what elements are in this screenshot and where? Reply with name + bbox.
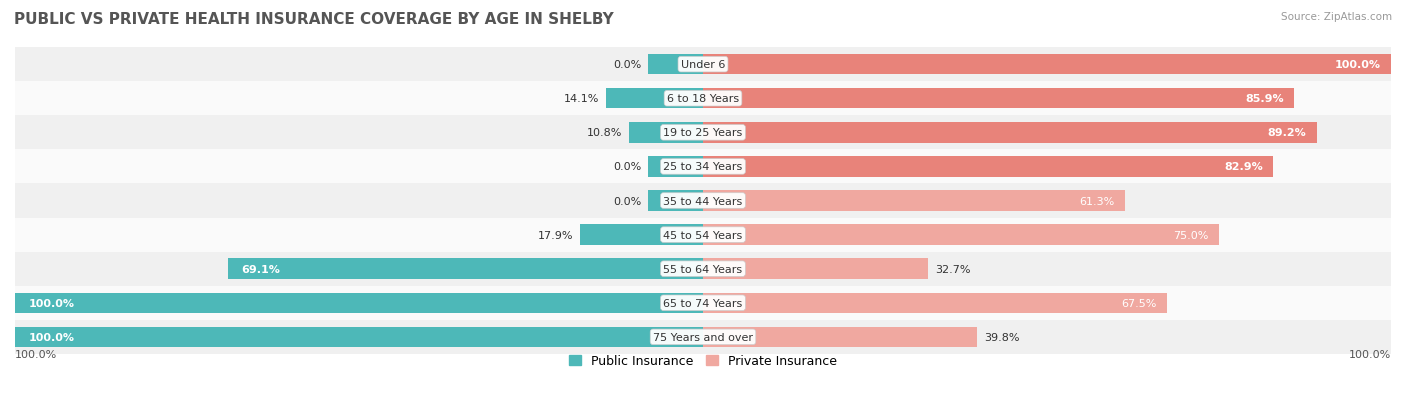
Text: 75.0%: 75.0% — [1173, 230, 1209, 240]
Text: 69.1%: 69.1% — [242, 264, 280, 274]
Bar — [703, 55, 1391, 75]
Bar — [703, 123, 1316, 143]
Text: 0.0%: 0.0% — [613, 60, 641, 70]
Text: 0.0%: 0.0% — [613, 196, 641, 206]
Legend: Public Insurance, Private Insurance: Public Insurance, Private Insurance — [564, 349, 842, 372]
Text: 14.1%: 14.1% — [564, 94, 599, 104]
Bar — [15, 327, 703, 347]
Bar — [703, 259, 928, 279]
Text: Under 6: Under 6 — [681, 60, 725, 70]
Bar — [15, 286, 1391, 320]
Bar — [606, 89, 703, 109]
Bar — [703, 225, 1219, 245]
Text: 32.7%: 32.7% — [935, 264, 970, 274]
Bar — [15, 150, 1391, 184]
Bar — [703, 157, 1274, 177]
Text: 17.9%: 17.9% — [537, 230, 574, 240]
Text: 6 to 18 Years: 6 to 18 Years — [666, 94, 740, 104]
Text: 10.8%: 10.8% — [586, 128, 621, 138]
Text: 65 to 74 Years: 65 to 74 Years — [664, 298, 742, 308]
Text: Source: ZipAtlas.com: Source: ZipAtlas.com — [1281, 12, 1392, 22]
Bar — [15, 48, 1391, 82]
Text: 100.0%: 100.0% — [28, 298, 75, 308]
Bar — [703, 89, 1294, 109]
Bar — [648, 55, 703, 75]
Text: 67.5%: 67.5% — [1122, 298, 1157, 308]
Bar — [703, 293, 1167, 313]
Bar — [579, 225, 703, 245]
Text: 75 Years and over: 75 Years and over — [652, 332, 754, 342]
Text: 19 to 25 Years: 19 to 25 Years — [664, 128, 742, 138]
Text: 100.0%: 100.0% — [15, 349, 58, 359]
Bar — [228, 259, 703, 279]
Text: 61.3%: 61.3% — [1080, 196, 1115, 206]
Bar — [15, 116, 1391, 150]
Bar — [15, 218, 1391, 252]
Bar — [15, 320, 1391, 354]
Text: 89.2%: 89.2% — [1268, 128, 1306, 138]
Text: 55 to 64 Years: 55 to 64 Years — [664, 264, 742, 274]
Bar — [15, 252, 1391, 286]
Bar — [15, 293, 703, 313]
Bar — [703, 191, 1125, 211]
Bar — [15, 184, 1391, 218]
Text: 0.0%: 0.0% — [613, 162, 641, 172]
Text: PUBLIC VS PRIVATE HEALTH INSURANCE COVERAGE BY AGE IN SHELBY: PUBLIC VS PRIVATE HEALTH INSURANCE COVER… — [14, 12, 614, 27]
Text: 100.0%: 100.0% — [1334, 60, 1381, 70]
Text: 85.9%: 85.9% — [1246, 94, 1284, 104]
Bar — [628, 123, 703, 143]
Bar — [648, 191, 703, 211]
Bar — [703, 327, 977, 347]
Text: 82.9%: 82.9% — [1225, 162, 1263, 172]
Text: 35 to 44 Years: 35 to 44 Years — [664, 196, 742, 206]
Text: 100.0%: 100.0% — [28, 332, 75, 342]
Bar — [15, 82, 1391, 116]
Text: 25 to 34 Years: 25 to 34 Years — [664, 162, 742, 172]
Text: 100.0%: 100.0% — [1348, 349, 1391, 359]
Text: 45 to 54 Years: 45 to 54 Years — [664, 230, 742, 240]
Text: 39.8%: 39.8% — [984, 332, 1019, 342]
Bar — [648, 157, 703, 177]
